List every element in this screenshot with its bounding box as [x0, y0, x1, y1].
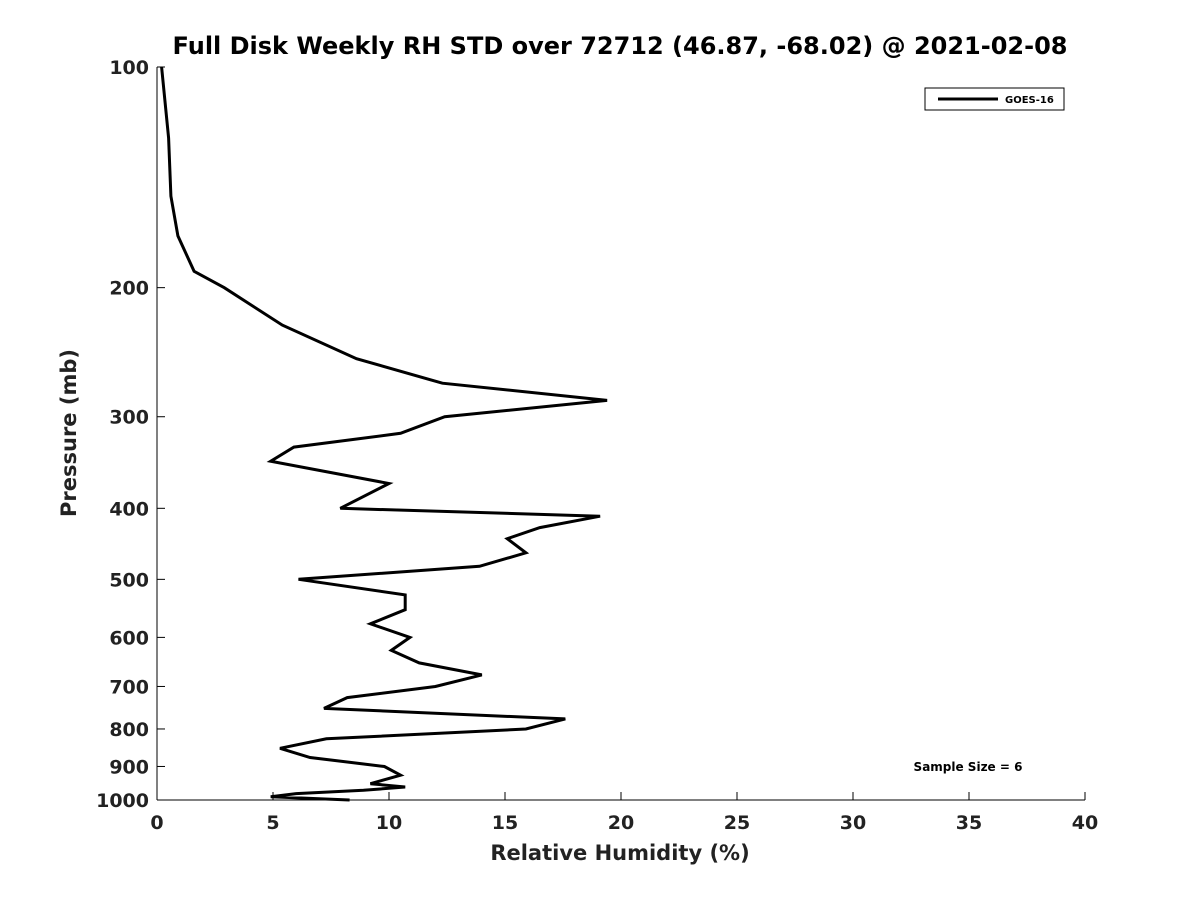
series-layer: [160, 66, 608, 802]
x-tick-label: 10: [376, 812, 402, 834]
legend-label-goes-16: GOES-16: [1005, 95, 1054, 106]
series-line-goes-16: [160, 66, 608, 802]
x-tick-label: 15: [492, 812, 518, 834]
x-tick-label: 20: [608, 812, 634, 834]
x-tick-labels: 0 5 10 15 20 25 30 35 40: [150, 792, 1098, 834]
chart-title: Full Disk Weekly RH STD over 72712 (46.8…: [173, 32, 1068, 60]
y-tick-label: 300: [109, 407, 149, 429]
x-axis-label: Relative Humidity (%): [490, 841, 749, 865]
y-tick-label: 200: [109, 278, 149, 300]
x-tick-label: 40: [1072, 812, 1098, 834]
x-tick-label: 5: [266, 812, 279, 834]
x-tick-label: 25: [724, 812, 750, 834]
y-axis-label: Pressure (mb): [57, 349, 81, 517]
x-tick-label: 35: [956, 812, 982, 834]
y-tick-label: 700: [109, 676, 149, 698]
x-tick-label: 30: [840, 812, 866, 834]
y-tick-label: 400: [109, 498, 149, 520]
x-tick-label: 0: [150, 812, 163, 834]
y-tick-label: 900: [109, 756, 149, 778]
y-tick-label: 1000: [96, 790, 149, 812]
y-tick-label: 600: [109, 627, 149, 649]
y-tick-label: 800: [109, 719, 149, 741]
legend: GOES-16: [924, 87, 1065, 111]
y-tick-labels: 100 200 300 400 500 600 700 800 900 1000: [96, 57, 165, 812]
y-tick-label: 500: [109, 569, 149, 591]
y-tick-label: 100: [109, 57, 149, 79]
sample-size-annotation: Sample Size = 6: [914, 760, 1023, 774]
